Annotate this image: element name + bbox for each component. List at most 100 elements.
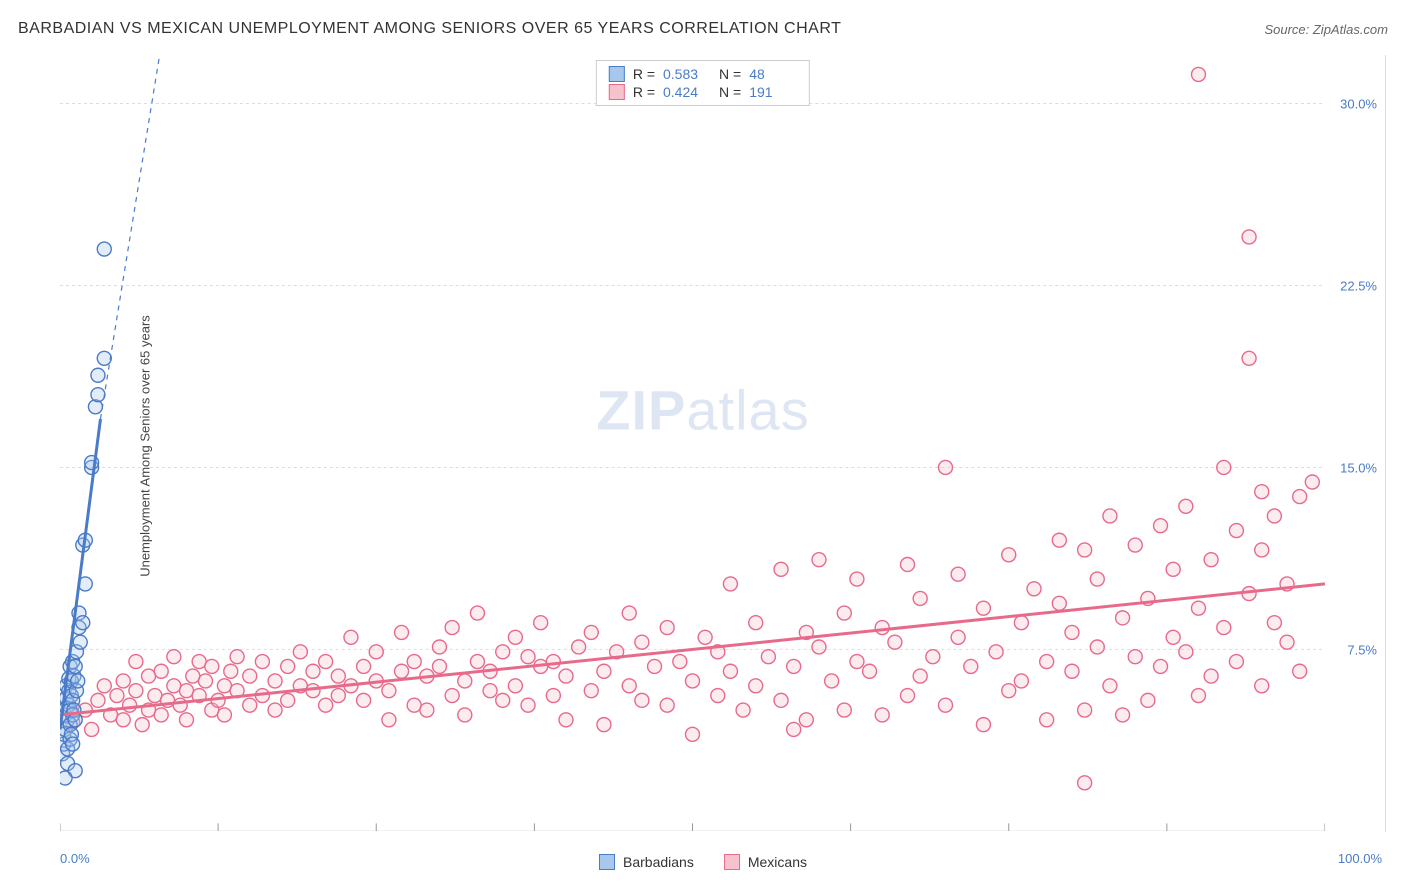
data-point	[938, 698, 952, 712]
data-point	[1217, 460, 1231, 474]
data-point	[723, 664, 737, 678]
data-point	[660, 621, 674, 635]
data-point	[774, 562, 788, 576]
data-point	[901, 558, 915, 572]
chart-title: BARBADIAN VS MEXICAN UNEMPLOYMENT AMONG …	[18, 20, 841, 38]
data-point	[761, 650, 775, 664]
data-point	[1116, 708, 1130, 722]
data-point	[1103, 679, 1117, 693]
data-point	[281, 659, 295, 673]
data-point	[1280, 635, 1294, 649]
data-point	[1293, 490, 1307, 504]
swatch-icon	[609, 84, 625, 100]
chart-area: 7.5%15.0%22.5%30.0%	[60, 55, 1386, 832]
data-point	[774, 693, 788, 707]
data-point	[938, 460, 952, 474]
data-point	[660, 698, 674, 712]
data-point	[723, 577, 737, 591]
data-point	[976, 718, 990, 732]
y-tick-label: 7.5%	[1347, 642, 1377, 657]
data-point	[1078, 703, 1092, 717]
data-point	[331, 669, 345, 683]
data-point	[382, 713, 396, 727]
data-point	[470, 655, 484, 669]
data-point	[167, 650, 181, 664]
data-point	[1267, 509, 1281, 523]
data-point	[154, 664, 168, 678]
data-point	[546, 655, 560, 669]
data-point	[597, 664, 611, 678]
data-point	[319, 655, 333, 669]
data-point	[217, 708, 231, 722]
data-point	[1154, 659, 1168, 673]
data-point	[597, 718, 611, 732]
data-point	[129, 655, 143, 669]
data-point	[91, 693, 105, 707]
data-point	[432, 659, 446, 673]
data-point	[926, 650, 940, 664]
data-point	[458, 708, 472, 722]
data-point	[1229, 655, 1243, 669]
series-legend: Barbadians Mexicans	[599, 854, 807, 870]
data-point	[186, 669, 200, 683]
data-point	[97, 242, 111, 256]
data-point	[293, 645, 307, 659]
data-point	[799, 713, 813, 727]
data-point	[508, 630, 522, 644]
data-point	[584, 625, 598, 639]
data-point	[1179, 645, 1193, 659]
data-point	[319, 698, 333, 712]
data-point	[357, 693, 371, 707]
data-point	[812, 640, 826, 654]
y-tick-label: 30.0%	[1340, 96, 1377, 111]
data-point	[445, 621, 459, 635]
data-point	[749, 679, 763, 693]
data-point	[1065, 664, 1079, 678]
data-point	[1204, 553, 1218, 567]
data-point	[812, 553, 826, 567]
data-point	[559, 669, 573, 683]
data-point	[76, 616, 90, 630]
data-point	[1078, 543, 1092, 557]
data-point	[167, 679, 181, 693]
swatch-icon	[609, 66, 625, 82]
data-point	[1002, 548, 1016, 562]
data-point	[1141, 693, 1155, 707]
data-point	[787, 659, 801, 673]
data-point	[331, 689, 345, 703]
data-point	[91, 368, 105, 382]
data-point	[1078, 776, 1092, 790]
data-point	[66, 737, 80, 751]
data-point	[71, 674, 85, 688]
data-point	[1166, 562, 1180, 576]
data-point	[1116, 611, 1130, 625]
data-point	[1242, 230, 1256, 244]
data-point	[913, 669, 927, 683]
x-axis-max-label: 100.0%	[1338, 851, 1382, 866]
data-point	[1255, 543, 1269, 557]
data-point	[863, 664, 877, 678]
data-point	[1229, 524, 1243, 538]
data-point	[1179, 499, 1193, 513]
data-point	[648, 659, 662, 673]
swatch-icon	[599, 854, 615, 870]
data-point	[1191, 689, 1205, 703]
data-point	[1166, 630, 1180, 644]
data-point	[964, 659, 978, 673]
data-point	[357, 659, 371, 673]
data-point	[1128, 650, 1142, 664]
data-point	[875, 621, 889, 635]
data-point	[698, 630, 712, 644]
data-point	[989, 645, 1003, 659]
data-point	[749, 616, 763, 630]
data-point	[496, 645, 510, 659]
data-point	[123, 698, 137, 712]
y-tick-label: 15.0%	[1340, 460, 1377, 475]
data-point	[1014, 674, 1028, 688]
data-point	[1090, 640, 1104, 654]
data-point	[110, 689, 124, 703]
swatch-icon	[724, 854, 740, 870]
data-point	[1255, 679, 1269, 693]
data-point	[395, 625, 409, 639]
data-point	[1052, 596, 1066, 610]
